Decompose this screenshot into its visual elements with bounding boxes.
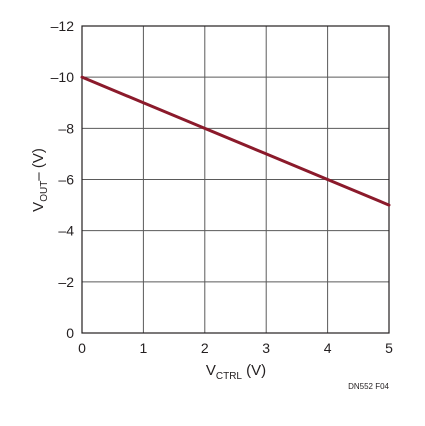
series-line: [80, 75, 391, 207]
y-tick-labels: 0 –2 –4 –6 –8 –10 –12: [51, 18, 75, 341]
y-tick-label: –2: [58, 274, 74, 290]
y-tick-label: –4: [58, 223, 74, 239]
series-group: [80, 75, 391, 207]
x-tick-label: 3: [262, 340, 270, 356]
y-tick-label: –10: [51, 69, 75, 85]
x-tick-label: 1: [140, 340, 148, 356]
grid-lines: [82, 26, 389, 333]
x-axis-label: VCTRL (V): [206, 362, 266, 382]
x-tick-labels: 0 1 2 3 4 5: [78, 340, 393, 356]
plot-frame: [81, 25, 390, 334]
y-tick-label: –8: [58, 120, 74, 136]
y-tick-label: 0: [66, 325, 74, 341]
y-tick-label: –12: [51, 18, 75, 34]
x-tick-label: 2: [201, 340, 209, 356]
x-tick-label: 5: [385, 340, 393, 356]
figure-id: DN552 F04: [348, 382, 389, 391]
y-tick-label: –6: [58, 172, 74, 188]
y-axis-label: VOUT– (V): [30, 148, 50, 212]
x-tick-label: 4: [324, 340, 332, 356]
x-tick-label: 0: [78, 340, 86, 356]
